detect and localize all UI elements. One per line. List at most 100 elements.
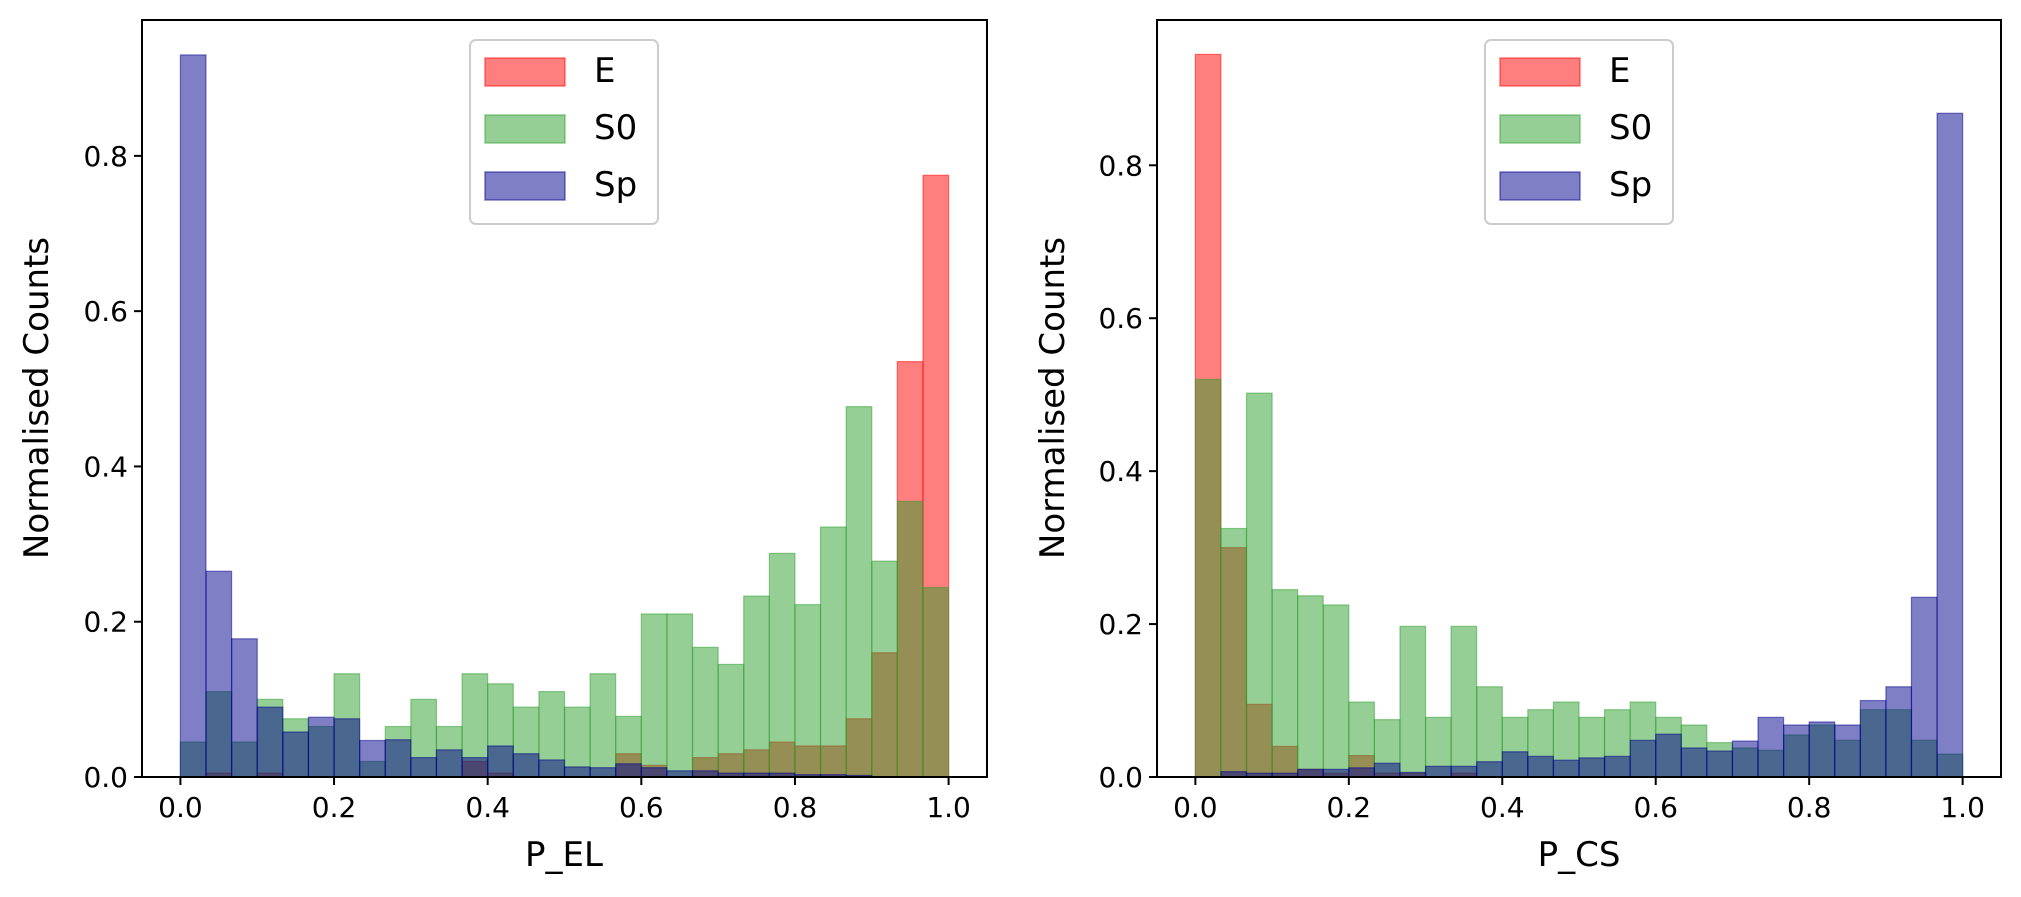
y-axis-ticks: 0.0 0.2 0.4 0.6 0.8	[83, 140, 142, 794]
y-axis-label: Normalised Counts	[17, 237, 57, 559]
bar-sp	[179, 54, 207, 778]
bar-s0	[1220, 527, 1248, 778]
bar-sp	[282, 731, 309, 778]
x-tick-label: 0.0	[1173, 791, 1218, 824]
bar-s0	[1348, 701, 1375, 778]
y-tick-label: 0.8	[1098, 149, 1143, 182]
bar-sp	[1527, 755, 1554, 778]
x-tick-label: 1.0	[1940, 791, 1985, 824]
legend: E S0 Sp	[469, 39, 659, 225]
legend: E S0 Sp	[1484, 39, 1674, 225]
bar-s0	[1245, 392, 1273, 778]
bar-sp	[1603, 755, 1631, 778]
bar-s0	[691, 646, 719, 778]
axes-frame	[1156, 19, 2002, 778]
x-axis-ticks: 0.0 0.2 0.4 0.6 0.8 1.0	[1173, 777, 1985, 824]
bar-s0	[1271, 589, 1299, 778]
bar-sp	[1936, 112, 1964, 778]
x-tick-label: 0.8	[1787, 791, 1832, 824]
chart-panel-left: 0.0 0.2 0.4 0.6 0.8 1.0 0.00.20.40.60.8 P_EL …	[17, 19, 988, 875]
legend-label-e: E	[594, 51, 615, 91]
bar-sp	[359, 739, 386, 778]
legend-swatch-sp	[1499, 171, 1581, 201]
bar-s0	[1322, 604, 1350, 778]
x-tick-label: 0.2	[312, 791, 357, 824]
bar-sp	[461, 756, 489, 778]
bar-s0	[896, 500, 924, 778]
bar-s0	[1450, 625, 1478, 778]
bar-sp	[1552, 759, 1580, 778]
bar-s0	[743, 595, 770, 778]
bar-sp	[1706, 750, 1734, 778]
y-axis-label: Normalised Counts	[1033, 237, 1073, 559]
bar-sp	[1476, 761, 1503, 778]
y-tick-label: 0.0	[83, 761, 128, 794]
x-axis-label: P_CS	[1538, 835, 1621, 875]
histogram-bars	[179, 54, 950, 778]
bar-s0	[768, 552, 796, 778]
x-tick-label: 0.6	[619, 791, 664, 824]
bar-sp	[333, 718, 361, 778]
bar-sp	[384, 739, 412, 778]
bar-s0	[1194, 378, 1222, 778]
x-tick-label: 1.0	[926, 791, 971, 824]
y-tick-label: 0.4	[83, 450, 128, 483]
bar-s0	[922, 586, 950, 778]
bar-sp	[1757, 716, 1785, 778]
bar-sp	[256, 706, 284, 778]
chart-panel-right: 0.0 0.2 0.4 0.6 0.8 1.0 0.00.20.40.60.8 P_CS …	[1033, 19, 2002, 875]
bar-s0	[1297, 595, 1324, 778]
bar-sp	[589, 767, 617, 778]
bar-sp	[487, 745, 514, 778]
bar-sp	[1348, 767, 1375, 778]
y-axis-ticks: 0.0 0.2 0.4 0.6 0.8	[1098, 149, 1157, 794]
bar-sp	[1680, 747, 1708, 778]
legend-label-sp: Sp	[594, 165, 637, 205]
x-tick-label: 0.0	[158, 791, 203, 824]
legend-swatch-s0	[484, 114, 566, 144]
y-tick-label: 0.0	[1098, 761, 1143, 794]
bar-sp	[1450, 765, 1478, 778]
bar-sp	[538, 759, 566, 778]
bar-s0	[717, 663, 745, 778]
bar-sp	[1910, 596, 1938, 778]
y-tick-label: 0.6	[1098, 302, 1143, 335]
x-axis-label: P_EL	[525, 835, 603, 875]
bar-sp	[1629, 739, 1657, 778]
legend-label-sp: Sp	[1609, 165, 1652, 205]
bar-s0	[845, 406, 873, 778]
bar-sp	[1501, 751, 1529, 778]
y-tick-label: 0.2	[1098, 608, 1143, 641]
bar-sp	[1655, 733, 1682, 778]
bar-sp	[512, 753, 540, 778]
y-tick-label: 0.8	[83, 140, 128, 173]
bar-s0	[794, 604, 822, 778]
legend-label-e: E	[1609, 51, 1630, 91]
x-tick-label: 0.2	[1327, 791, 1372, 824]
bar-sp	[1731, 740, 1759, 778]
bar-sp	[1297, 768, 1324, 778]
x-tick-label: 0.4	[465, 791, 510, 824]
x-tick-label: 0.6	[1633, 791, 1678, 824]
bar-sp	[410, 756, 438, 778]
bar-s0	[819, 526, 847, 778]
bar-sp	[231, 638, 258, 778]
bar-s0	[666, 613, 694, 778]
bar-sp	[205, 570, 233, 778]
bar-sp	[1424, 765, 1452, 778]
bar-sp	[1859, 699, 1887, 778]
bar-sp	[1322, 768, 1350, 778]
bar-sp	[307, 716, 335, 778]
bar-sp	[615, 763, 642, 778]
bar-sp	[1834, 724, 1861, 778]
bar-sp	[563, 766, 591, 778]
legend-swatch-s0	[1499, 114, 1581, 144]
x-tick-label: 0.4	[1480, 791, 1525, 824]
bar-sp	[1783, 724, 1810, 778]
x-axis-ticks: 0.0 0.2 0.4 0.6 0.8 1.0	[158, 777, 971, 824]
bar-s0	[589, 673, 617, 778]
bar-sp	[1808, 721, 1836, 778]
y-tick-label: 0.6	[83, 295, 128, 328]
legend-swatch-e	[484, 57, 566, 87]
